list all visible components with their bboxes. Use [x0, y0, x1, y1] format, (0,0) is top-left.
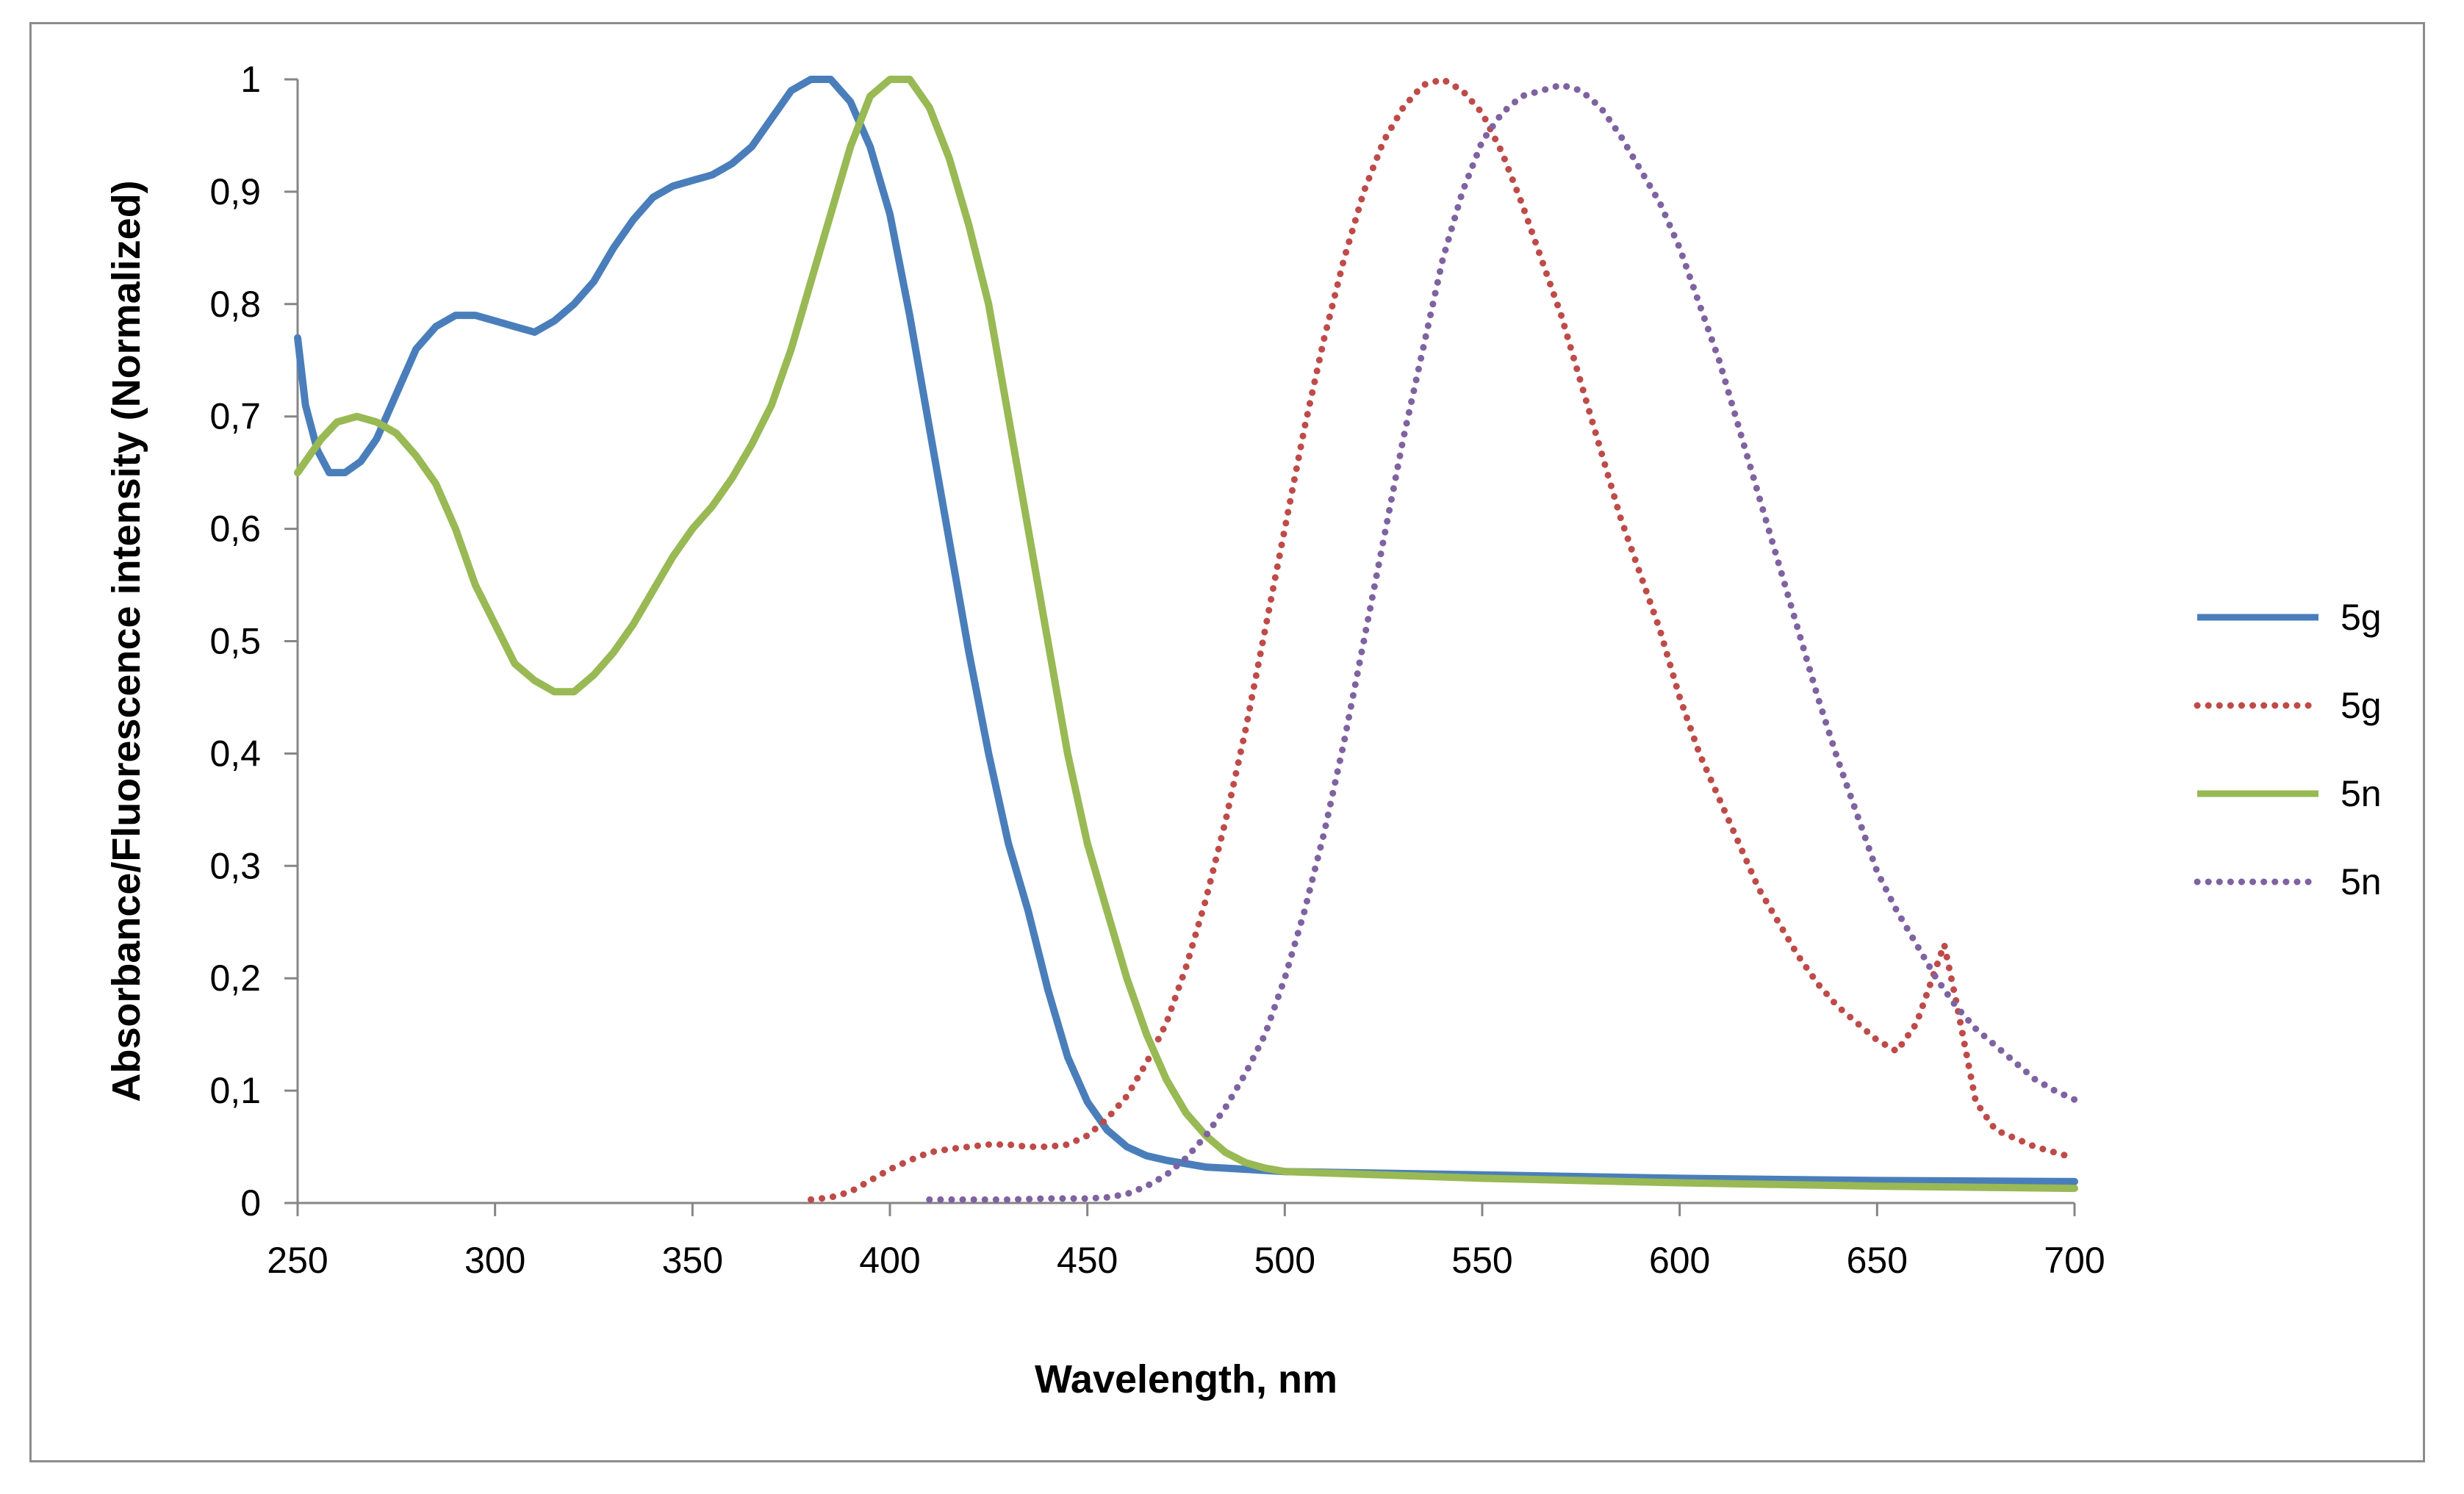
legend-label: 5n [2341, 773, 2382, 814]
chart-frame [29, 22, 2425, 1462]
y-tick-label: 0,6 [209, 509, 261, 550]
y-tick-label: 0,4 [209, 733, 261, 774]
axes [296, 79, 2075, 1204]
y-axis-title: Absorbance/Fluorescence intensity (Norma… [104, 180, 148, 1102]
x-tick-label: 650 [1847, 1240, 1908, 1281]
series-line-5g-solid [294, 76, 2078, 1185]
series-line-5g-dotted [808, 76, 2078, 1203]
x-tick-label: 550 [1451, 1240, 1512, 1281]
x-tick-label: 450 [1057, 1240, 1118, 1281]
legend-label: 5g [2341, 597, 2382, 638]
x-tick-label: 500 [1254, 1240, 1315, 1281]
x-axis-title: Wavelength, nm [1035, 1357, 1337, 1401]
x-tick-label: 400 [859, 1240, 920, 1281]
y-tick-label: 0,2 [209, 958, 261, 999]
x-tick-label: 300 [464, 1240, 525, 1281]
ticks-layer: 0 0,1 0,2 0,3 0,4 0,5 0,6 0,7 0,8 0,9 1 250 300 350 40… [209, 59, 2105, 1281]
y-tick-label: 0,9 [209, 171, 261, 212]
legend-label: 5g [2341, 685, 2382, 726]
x-tick-label: 250 [267, 1240, 328, 1281]
y-tick-label: 0,1 [209, 1070, 261, 1111]
y-tick-label: 0,3 [209, 845, 261, 886]
series-layer [294, 76, 2078, 1203]
legend: 5g 5g 5n 5n [2194, 597, 2382, 902]
y-tick-label: 0,7 [209, 396, 261, 437]
x-tick-label: 700 [2044, 1240, 2105, 1281]
y-tick-label: 0 [240, 1182, 261, 1224]
y-tick-label: 1 [240, 59, 261, 100]
y-tick-label: 0,8 [209, 284, 261, 325]
x-tick-label: 600 [1649, 1240, 1710, 1281]
series-line-5n-dotted [926, 82, 2078, 1203]
legend-label: 5n [2341, 861, 2382, 902]
y-tick-label: 0,5 [209, 621, 261, 662]
series-line-5n-solid [294, 76, 2078, 1193]
x-tick-label: 350 [662, 1240, 723, 1281]
